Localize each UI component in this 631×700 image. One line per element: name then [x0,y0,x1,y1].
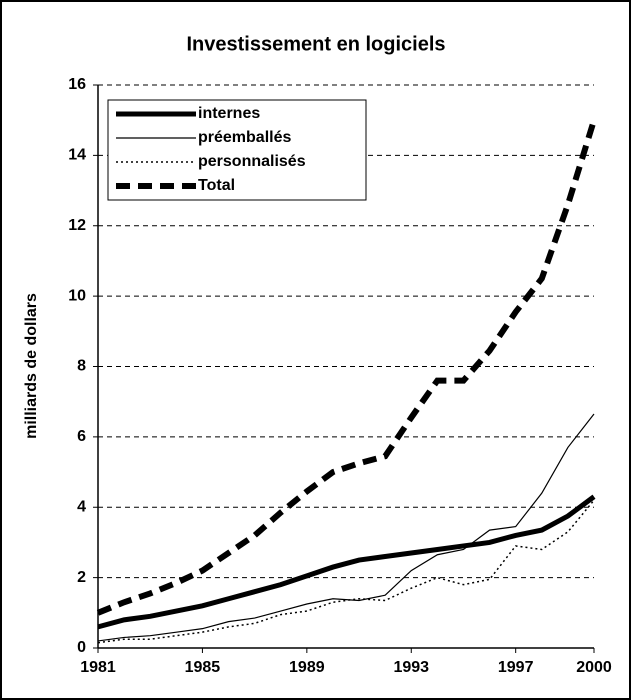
y-tick-label: 6 [77,428,86,445]
legend-label: personnalisés [198,153,306,170]
y-axis-label: milliards de dollars [23,293,40,439]
chart-title: Investissement en logiciels [187,33,446,55]
x-tick-label: 1985 [185,659,221,676]
series-line [97,413,595,642]
series-line [97,494,596,630]
x-tick-label: 1997 [498,659,534,676]
x-tick-label: 1989 [289,659,325,676]
legend-label: Total [198,177,235,194]
y-tick-label: 16 [68,76,86,93]
series-line [96,119,597,616]
y-tick-label: 8 [77,358,86,375]
x-tick-label: 2000 [576,659,612,676]
x-tick-label: 1981 [80,659,116,676]
y-tick-label: 10 [68,287,86,304]
y-tick-label: 12 [68,217,86,234]
x-tick-label: 1993 [393,659,429,676]
legend-label: internes [198,105,260,122]
legend-label: préemballés [198,129,291,146]
y-tick-label: 4 [77,498,86,515]
y-tick-label: 0 [77,639,86,656]
y-tick-label: 2 [77,569,86,586]
y-tick-label: 14 [68,147,86,164]
